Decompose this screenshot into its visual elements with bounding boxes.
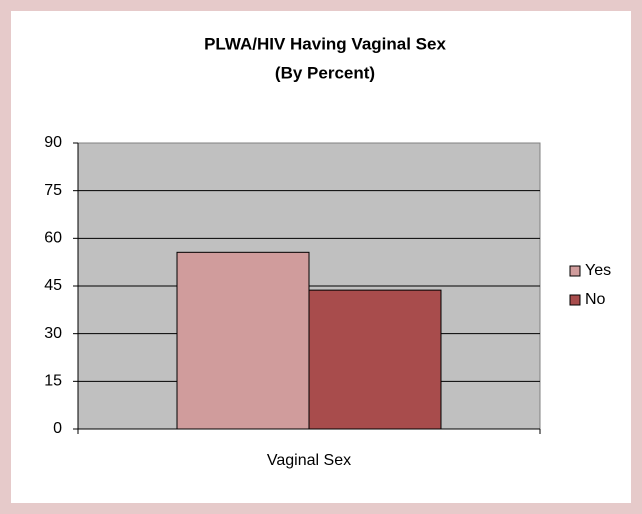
y-tick-label: 30 bbox=[44, 325, 62, 342]
y-tick-label: 75 bbox=[44, 182, 62, 199]
bar bbox=[308, 289, 442, 430]
y-tick-label: 0 bbox=[53, 420, 62, 437]
bar bbox=[176, 251, 310, 430]
legend-swatch bbox=[569, 294, 581, 306]
legend-label: No bbox=[585, 291, 606, 308]
chart-subtitle: (By Percent) bbox=[275, 63, 375, 82]
y-tick-label: 15 bbox=[44, 373, 62, 390]
y-tick-label: 90 bbox=[44, 134, 62, 151]
legend-label: Yes bbox=[585, 262, 611, 279]
y-tick-label: 45 bbox=[44, 277, 62, 294]
legend-swatch bbox=[569, 265, 581, 277]
y-tick-label: 60 bbox=[44, 230, 62, 247]
chart-title: PLWA/HIV Having Vaginal Sex bbox=[204, 34, 446, 53]
x-tick-label: Vaginal Sex bbox=[267, 452, 351, 469]
